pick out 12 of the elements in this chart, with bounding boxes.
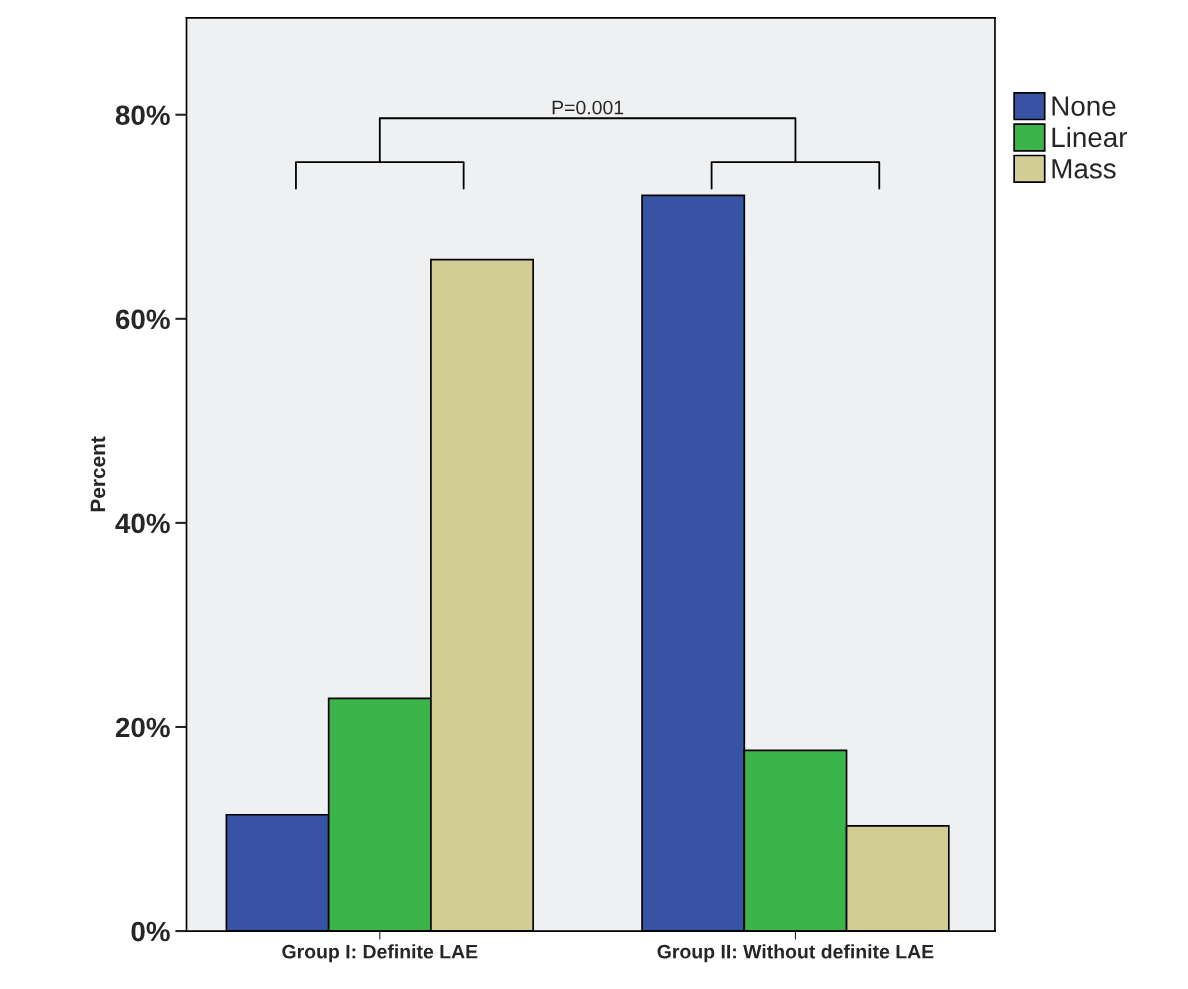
x-tick-label: Group I: Definite LAE <box>282 944 478 963</box>
y-tick-label: 60% <box>115 309 170 330</box>
y-tick-label: 80% <box>115 105 170 126</box>
y-tick-label: 40% <box>115 513 170 534</box>
x-tick-label: Group II: Without definite LAE <box>657 944 934 963</box>
legend-label: Mass <box>1052 159 1116 179</box>
legend-label: Linear <box>1052 126 1128 148</box>
y-tick-label: 0% <box>131 921 170 942</box>
annotation: P=0.001 <box>552 100 624 115</box>
y-axis-title: Percent <box>90 436 106 512</box>
legend-label: None <box>1052 96 1116 116</box>
y-tick-label: 20% <box>115 717 170 738</box>
